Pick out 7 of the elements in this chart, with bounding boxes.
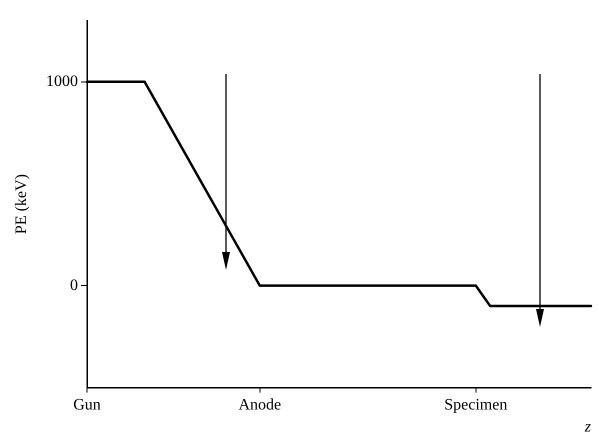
x-tick-label: Anode [238,396,282,414]
x-tick-label: Specimen [444,396,508,414]
y-tick-label: 1000 [46,72,78,90]
x-axis-title: z [584,418,592,436]
x-tick-label: Gun [73,396,101,414]
y-axis-title: PE (keV) [12,174,30,234]
y-tick-label: 0 [70,276,78,294]
